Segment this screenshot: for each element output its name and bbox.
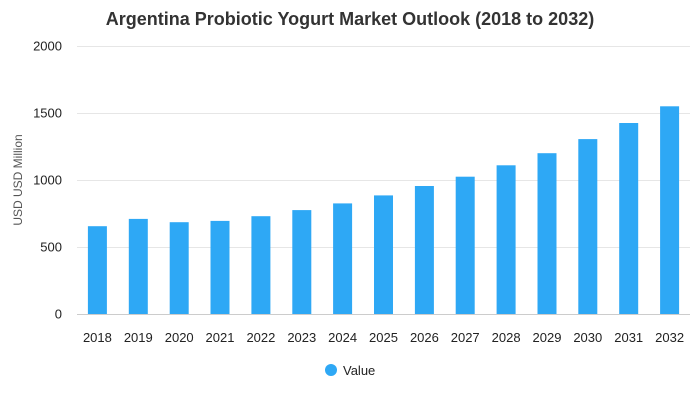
bar-2030[interactable] (578, 139, 598, 314)
bar-2027[interactable] (455, 176, 475, 314)
x-tick-label: 2030 (573, 330, 602, 345)
y-tick-label: 1500 (33, 106, 62, 121)
x-tick-label: 2020 (165, 330, 194, 345)
x-tick-label: 2024 (328, 330, 357, 345)
x-tick-label: 2028 (492, 330, 521, 345)
bar-2023[interactable] (292, 210, 312, 314)
bar-2022[interactable] (251, 216, 271, 314)
bar-2019[interactable] (128, 218, 148, 314)
x-axis-ticks: 2018 2019 2020 2021 2022 2023 2024 2025 2026 2027… (83, 330, 684, 345)
bar-2028[interactable] (496, 165, 516, 314)
x-tick-label: 2018 (83, 330, 112, 345)
x-tick-label: 2021 (206, 330, 235, 345)
x-tick-label: 2031 (614, 330, 643, 345)
bar-2031[interactable] (619, 123, 639, 314)
y-tick-label: 1000 (33, 173, 62, 188)
bar-2029[interactable] (537, 153, 557, 314)
y-tick-label: 500 (40, 240, 62, 255)
x-tick-label: 2032 (655, 330, 684, 345)
bar-2020[interactable] (169, 222, 189, 314)
legend-marker-icon (325, 364, 337, 376)
x-tick-label: 2027 (451, 330, 480, 345)
y-axis-ticks: 0 500 1000 1500 2000 (33, 39, 62, 322)
bar-2024[interactable] (333, 203, 353, 314)
y-tick-label: 2000 (33, 39, 62, 54)
y-tick-label: 0 (55, 307, 62, 322)
x-tick-label: 2019 (124, 330, 153, 345)
y-axis-title: USD USD Million (11, 134, 25, 225)
x-tick-label: 2025 (369, 330, 398, 345)
bar-2018[interactable] (87, 226, 107, 314)
legend-label: Value (343, 363, 375, 378)
bar-2026[interactable] (414, 186, 434, 314)
legend[interactable]: Value (325, 363, 375, 378)
bar-2032[interactable] (660, 106, 680, 314)
x-tick-label: 2022 (246, 330, 275, 345)
x-tick-label: 2026 (410, 330, 439, 345)
bar-2021[interactable] (210, 220, 230, 314)
x-tick-label: 2023 (287, 330, 316, 345)
bar-2025[interactable] (374, 195, 393, 314)
x-tick-label: 2029 (533, 330, 562, 345)
bars (87, 106, 680, 314)
chart-title: Argentina Probiotic Yogurt Market Outloo… (106, 9, 594, 29)
